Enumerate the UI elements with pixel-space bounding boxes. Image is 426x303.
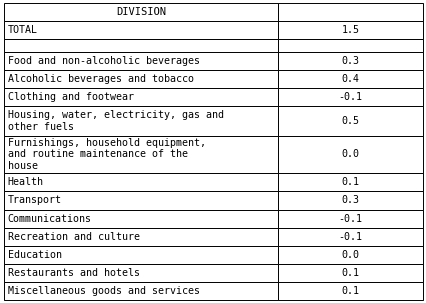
Bar [278, 88, 422, 106]
Bar [278, 173, 422, 191]
Text: 0.0: 0.0 [341, 149, 359, 159]
Bar [278, 246, 422, 264]
Text: Education: Education [8, 250, 61, 260]
Text: -0.1: -0.1 [338, 92, 362, 102]
Bar [278, 282, 422, 300]
Text: Furnishings, household equipment,
and routine maintenance of the
house: Furnishings, household equipment, and ro… [8, 138, 205, 171]
Text: 0.1: 0.1 [341, 286, 359, 296]
Bar [4, 210, 278, 228]
Bar [4, 264, 278, 282]
Bar [278, 21, 422, 39]
Bar [4, 70, 278, 88]
Text: DIVISION: DIVISION [116, 7, 166, 17]
Bar [278, 210, 422, 228]
Text: Food and non-alcoholic beverages: Food and non-alcoholic beverages [8, 56, 199, 66]
Text: Miscellaneous goods and services: Miscellaneous goods and services [8, 286, 199, 296]
Text: 0.3: 0.3 [341, 56, 359, 66]
Text: Clothing and footwear: Clothing and footwear [8, 92, 133, 102]
Bar [4, 88, 278, 106]
Bar [4, 191, 278, 210]
Bar [4, 21, 278, 39]
Text: -0.1: -0.1 [338, 214, 362, 224]
Text: Restaurants and hotels: Restaurants and hotels [8, 268, 139, 278]
Bar [4, 135, 278, 173]
Bar [4, 282, 278, 300]
Text: 1.5: 1.5 [341, 25, 359, 35]
Text: Transport: Transport [8, 195, 61, 205]
Bar [4, 106, 278, 135]
Text: Recreation and culture: Recreation and culture [8, 232, 139, 242]
Bar [278, 106, 422, 135]
Bar [4, 173, 278, 191]
Bar [278, 135, 422, 173]
Text: -0.1: -0.1 [338, 232, 362, 242]
Text: 0.1: 0.1 [341, 268, 359, 278]
Text: 0.1: 0.1 [341, 178, 359, 188]
Text: Communications: Communications [8, 214, 92, 224]
Bar [4, 3, 278, 21]
Bar [278, 39, 422, 52]
Text: Housing, water, electricity, gas and
other fuels: Housing, water, electricity, gas and oth… [8, 110, 223, 132]
Bar [4, 246, 278, 264]
Text: 0.3: 0.3 [341, 195, 359, 205]
Text: TOTAL: TOTAL [8, 25, 37, 35]
Bar [278, 191, 422, 210]
Bar [278, 264, 422, 282]
Bar [278, 3, 422, 21]
Text: 0.4: 0.4 [341, 74, 359, 84]
Text: Health: Health [8, 178, 43, 188]
Bar [278, 52, 422, 70]
Text: 0.0: 0.0 [341, 250, 359, 260]
Bar [278, 228, 422, 246]
Bar [278, 70, 422, 88]
Bar [4, 52, 278, 70]
Bar [4, 39, 278, 52]
Text: 0.5: 0.5 [341, 116, 359, 126]
Bar [4, 228, 278, 246]
Text: Alcoholic beverages and tobacco: Alcoholic beverages and tobacco [8, 74, 193, 84]
